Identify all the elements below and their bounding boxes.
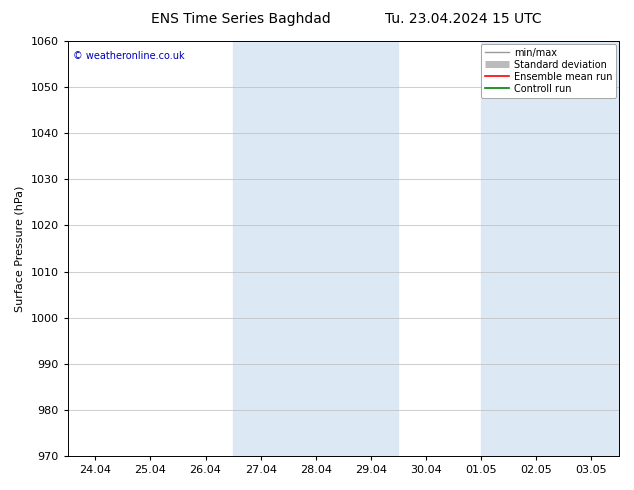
Text: ENS Time Series Baghdad: ENS Time Series Baghdad [151, 12, 331, 26]
Text: © weatheronline.co.uk: © weatheronline.co.uk [73, 51, 185, 61]
Legend: min/max, Standard deviation, Ensemble mean run, Controll run: min/max, Standard deviation, Ensemble me… [481, 44, 616, 98]
Bar [233, 41, 399, 456]
Text: Tu. 23.04.2024 15 UTC: Tu. 23.04.2024 15 UTC [384, 12, 541, 26]
Bar [481, 41, 619, 456]
Y-axis label: Surface Pressure (hPa): Surface Pressure (hPa) [15, 185, 25, 312]
